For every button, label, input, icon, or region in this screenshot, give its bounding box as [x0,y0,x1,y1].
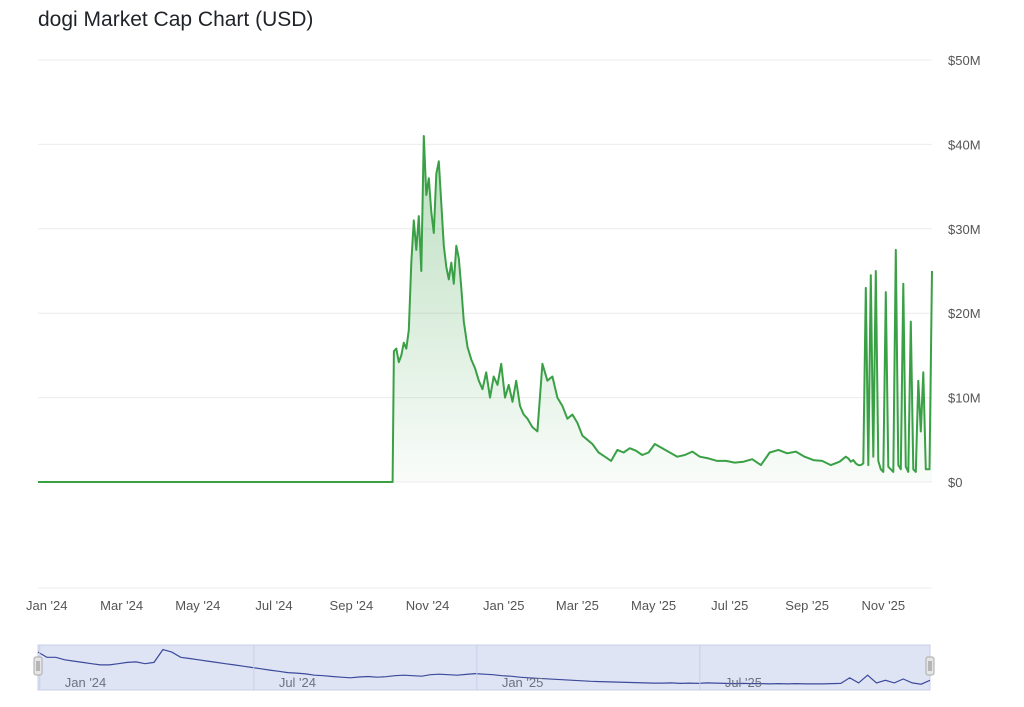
navigator-tick-label: Jan '24 [65,675,107,690]
grid-lines [38,59,932,589]
x-tick-label: Jul '25 [711,598,748,613]
x-tick-label: Jul '24 [255,598,292,613]
market-cap-series [38,135,933,483]
x-tick-label: Sep '25 [785,598,829,613]
navigator-tick-label: Jul '24 [279,675,316,690]
navigator-right-handle[interactable] [925,656,935,676]
y-tick-label: $0 [948,475,962,490]
series-area [38,136,932,482]
chart-title: dogi Market Cap Chart (USD) [38,8,314,31]
x-tick-label: May '25 [631,598,676,613]
area-fill [38,136,932,482]
y-tick-label: $20M [948,306,981,321]
x-tick-label: Jan '24 [26,598,68,613]
x-tick-label: Jan '25 [483,598,525,613]
x-tick-label: Nov '25 [861,598,905,613]
series-line [38,135,933,483]
navigator-window[interactable] [37,644,931,691]
navigator-left-handle[interactable] [33,656,43,676]
range-navigator[interactable]: Jan '24 Jul '24 Jan '25 Jul '25 [33,644,935,691]
y-tick-label: $10M [948,391,981,406]
x-tick-label: May '24 [175,598,220,613]
y-tick-label: $40M [948,137,981,152]
y-tick-label: $50M [948,53,981,68]
x-tick-label: Sep '24 [330,598,374,613]
navigator-tick-label: Jul '25 [725,675,762,690]
y-tick-label: $30M [948,222,981,237]
y-axis: $0 $10M $20M $30M $40M $50M [948,53,981,490]
navigator-series [37,648,931,685]
x-tick-label: Mar '25 [556,598,599,613]
x-tick-label: Nov '24 [406,598,450,613]
x-axis: Jan '24 Mar '24 May '24 Jul '24 Sep '24 Nov '… [26,598,905,613]
x-tick-label: Mar '24 [100,598,143,613]
navigator-tick-label: Jan '25 [502,675,544,690]
